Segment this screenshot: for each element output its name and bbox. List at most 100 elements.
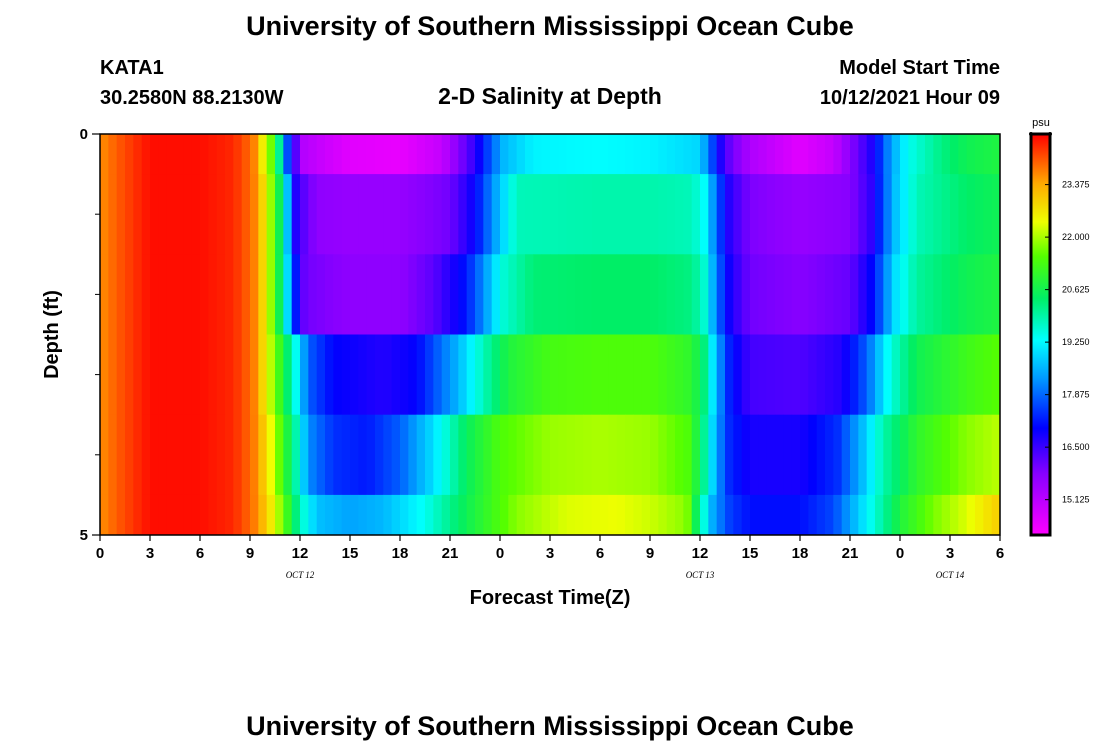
heatmap-cell bbox=[441, 254, 451, 335]
x-tick-label: 3 bbox=[146, 545, 154, 562]
heatmap-cell bbox=[675, 254, 684, 335]
heatmap-cell bbox=[416, 254, 426, 335]
heatmap-cell bbox=[758, 254, 768, 335]
heatmap-cell bbox=[800, 134, 809, 175]
heatmap-cell bbox=[866, 254, 876, 335]
heatmap-cell bbox=[100, 174, 109, 255]
heatmap-cell bbox=[641, 414, 651, 496]
heatmap-cell bbox=[233, 174, 243, 255]
model-start-label: Model Start Time bbox=[839, 57, 1000, 79]
heatmap-cell bbox=[400, 134, 409, 175]
heatmap-cell bbox=[741, 414, 751, 496]
heatmap-cell bbox=[366, 174, 376, 255]
heatmap-cell bbox=[833, 414, 843, 496]
heatmap-cell bbox=[750, 174, 759, 255]
heatmap-cell bbox=[900, 254, 909, 335]
heatmap-cell bbox=[216, 334, 226, 416]
heatmap-cell bbox=[166, 134, 176, 175]
heatmap-cell bbox=[933, 134, 943, 175]
heatmap-cell bbox=[258, 254, 268, 335]
heatmap-cell bbox=[641, 494, 651, 536]
heatmap-cell bbox=[433, 134, 443, 175]
depth-band-5ft bbox=[100, 494, 1001, 536]
heatmap-cell bbox=[475, 414, 484, 496]
heatmap-cell bbox=[225, 174, 234, 255]
heatmap-cell bbox=[575, 254, 584, 335]
heatmap-cell bbox=[650, 174, 659, 255]
heatmap-cell bbox=[400, 174, 409, 255]
heatmap-cell bbox=[316, 174, 326, 255]
heatmap-cell bbox=[966, 414, 976, 496]
heatmap-cell bbox=[558, 414, 568, 496]
heatmap-cell bbox=[783, 254, 793, 335]
heatmap-cell bbox=[791, 174, 801, 255]
heatmap-cell bbox=[825, 494, 834, 536]
heatmap-cell bbox=[975, 134, 984, 175]
heatmap-cell bbox=[316, 334, 326, 416]
heatmap-cell bbox=[808, 174, 818, 255]
heatmap-cell bbox=[408, 254, 418, 335]
heatmap-cell bbox=[450, 254, 459, 335]
heatmap-cell bbox=[358, 134, 368, 175]
heatmap-cell bbox=[766, 334, 776, 416]
heatmap-cell bbox=[183, 174, 193, 255]
heatmap-cell bbox=[633, 414, 643, 496]
heatmap-cell bbox=[325, 334, 334, 416]
heatmap-cell bbox=[833, 134, 843, 175]
heatmap-cell bbox=[750, 134, 759, 175]
heatmap-cell bbox=[500, 254, 509, 335]
heatmap-cell bbox=[533, 494, 543, 536]
heatmap-cell bbox=[841, 254, 851, 335]
heatmap-cell bbox=[341, 494, 351, 536]
x-tick-label: 6 bbox=[196, 545, 204, 562]
heatmap-cell bbox=[108, 334, 118, 416]
heatmap-cell bbox=[591, 254, 601, 335]
heatmap-cell bbox=[166, 334, 176, 416]
heatmap-cell bbox=[816, 494, 826, 536]
heatmap-cell bbox=[125, 254, 134, 335]
heatmap-cell bbox=[166, 254, 176, 335]
heatmap-cell bbox=[650, 414, 659, 496]
heatmap-cell bbox=[683, 494, 693, 536]
heatmap-cell bbox=[125, 494, 134, 536]
heatmap-cell bbox=[158, 174, 168, 255]
heatmap-cell bbox=[516, 414, 526, 496]
heatmap-cell bbox=[216, 254, 226, 335]
heatmap-cell bbox=[766, 174, 776, 255]
heatmap-cell bbox=[858, 134, 868, 175]
heatmap-cell bbox=[950, 414, 959, 496]
heatmap-cell bbox=[875, 134, 884, 175]
heatmap-cell bbox=[508, 174, 518, 255]
heatmap-cell bbox=[266, 254, 276, 335]
heatmap-cell bbox=[133, 334, 143, 416]
heatmap-cell bbox=[350, 494, 359, 536]
heatmap-cell bbox=[566, 334, 576, 416]
heatmap-cell bbox=[141, 254, 151, 335]
heatmap-cell bbox=[458, 414, 468, 496]
heatmap-cell bbox=[750, 254, 759, 335]
heatmap-cell bbox=[783, 334, 793, 416]
heatmap-cell bbox=[658, 414, 668, 496]
heatmap-cell bbox=[458, 334, 468, 416]
heatmap-cell bbox=[416, 134, 426, 175]
heatmap-cell bbox=[933, 254, 943, 335]
heatmap-cell bbox=[483, 334, 493, 416]
footer-title: University of Southern Mississippi Ocean… bbox=[246, 711, 854, 741]
heatmap-cell bbox=[683, 414, 693, 496]
heatmap-cell bbox=[250, 494, 259, 536]
heatmap-cell bbox=[283, 334, 293, 416]
heatmap-cell bbox=[916, 494, 926, 536]
heatmap-cell bbox=[391, 174, 401, 255]
heatmap-cell bbox=[650, 134, 659, 175]
heatmap-cell bbox=[550, 174, 559, 255]
heatmap-cell bbox=[491, 494, 501, 536]
heatmap-cell bbox=[883, 414, 893, 496]
station-coords: 30.2580N 88.2130W bbox=[100, 87, 284, 109]
heatmap-cell bbox=[450, 414, 459, 496]
heatmap-cell bbox=[666, 174, 676, 255]
heatmap-cell bbox=[600, 254, 609, 335]
heatmap-cell bbox=[458, 134, 468, 175]
heatmap-cell bbox=[775, 254, 784, 335]
heatmap-cell bbox=[825, 334, 834, 416]
heatmap-cell bbox=[375, 414, 384, 496]
